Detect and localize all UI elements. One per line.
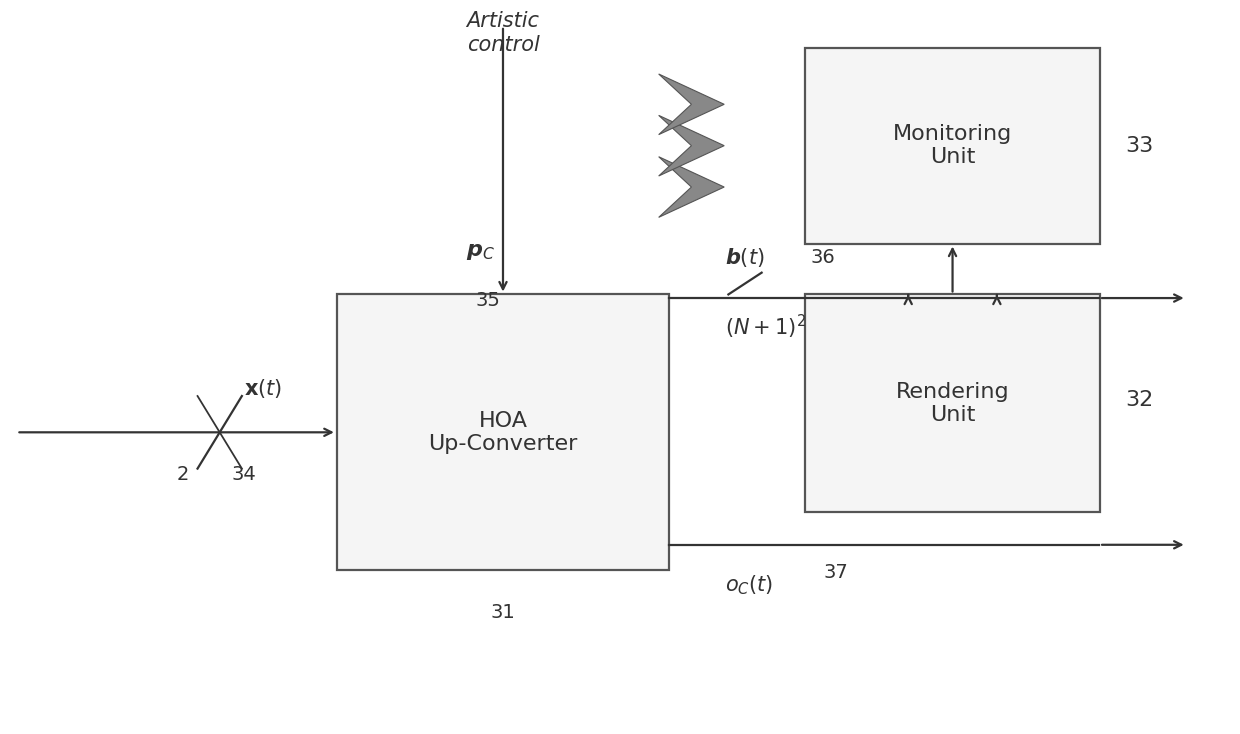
Text: 35: 35 [476,291,501,310]
Text: HOA
Up-Converter: HOA Up-Converter [428,411,578,454]
Text: 2: 2 [176,465,188,484]
Text: Artistic
control: Artistic control [466,12,539,54]
FancyBboxPatch shape [805,294,1100,512]
Text: 33: 33 [1125,136,1153,156]
Text: 34: 34 [232,465,257,484]
Text: $o_C(t)$: $o_C(t)$ [724,574,773,597]
Text: $\mathbf{x}$$(t)$: $\mathbf{x}$$(t)$ [244,377,283,399]
Text: $(N+1)^2$: $(N+1)^2$ [724,313,806,341]
Text: $\boldsymbol{b}$$(t)$: $\boldsymbol{b}$$(t)$ [724,246,764,269]
FancyBboxPatch shape [337,294,670,570]
FancyBboxPatch shape [805,48,1100,244]
Text: Rendering
Unit: Rendering Unit [895,382,1009,425]
Text: 32: 32 [1125,390,1153,410]
Text: 31: 31 [491,603,516,622]
Polygon shape [658,156,724,217]
Polygon shape [658,115,724,176]
Text: $\boldsymbol{p}_C$: $\boldsymbol{p}_C$ [466,241,495,262]
Text: Monitoring
Unit: Monitoring Unit [893,124,1012,167]
Text: 37: 37 [823,563,848,582]
Text: 36: 36 [811,248,836,267]
Polygon shape [658,74,724,134]
